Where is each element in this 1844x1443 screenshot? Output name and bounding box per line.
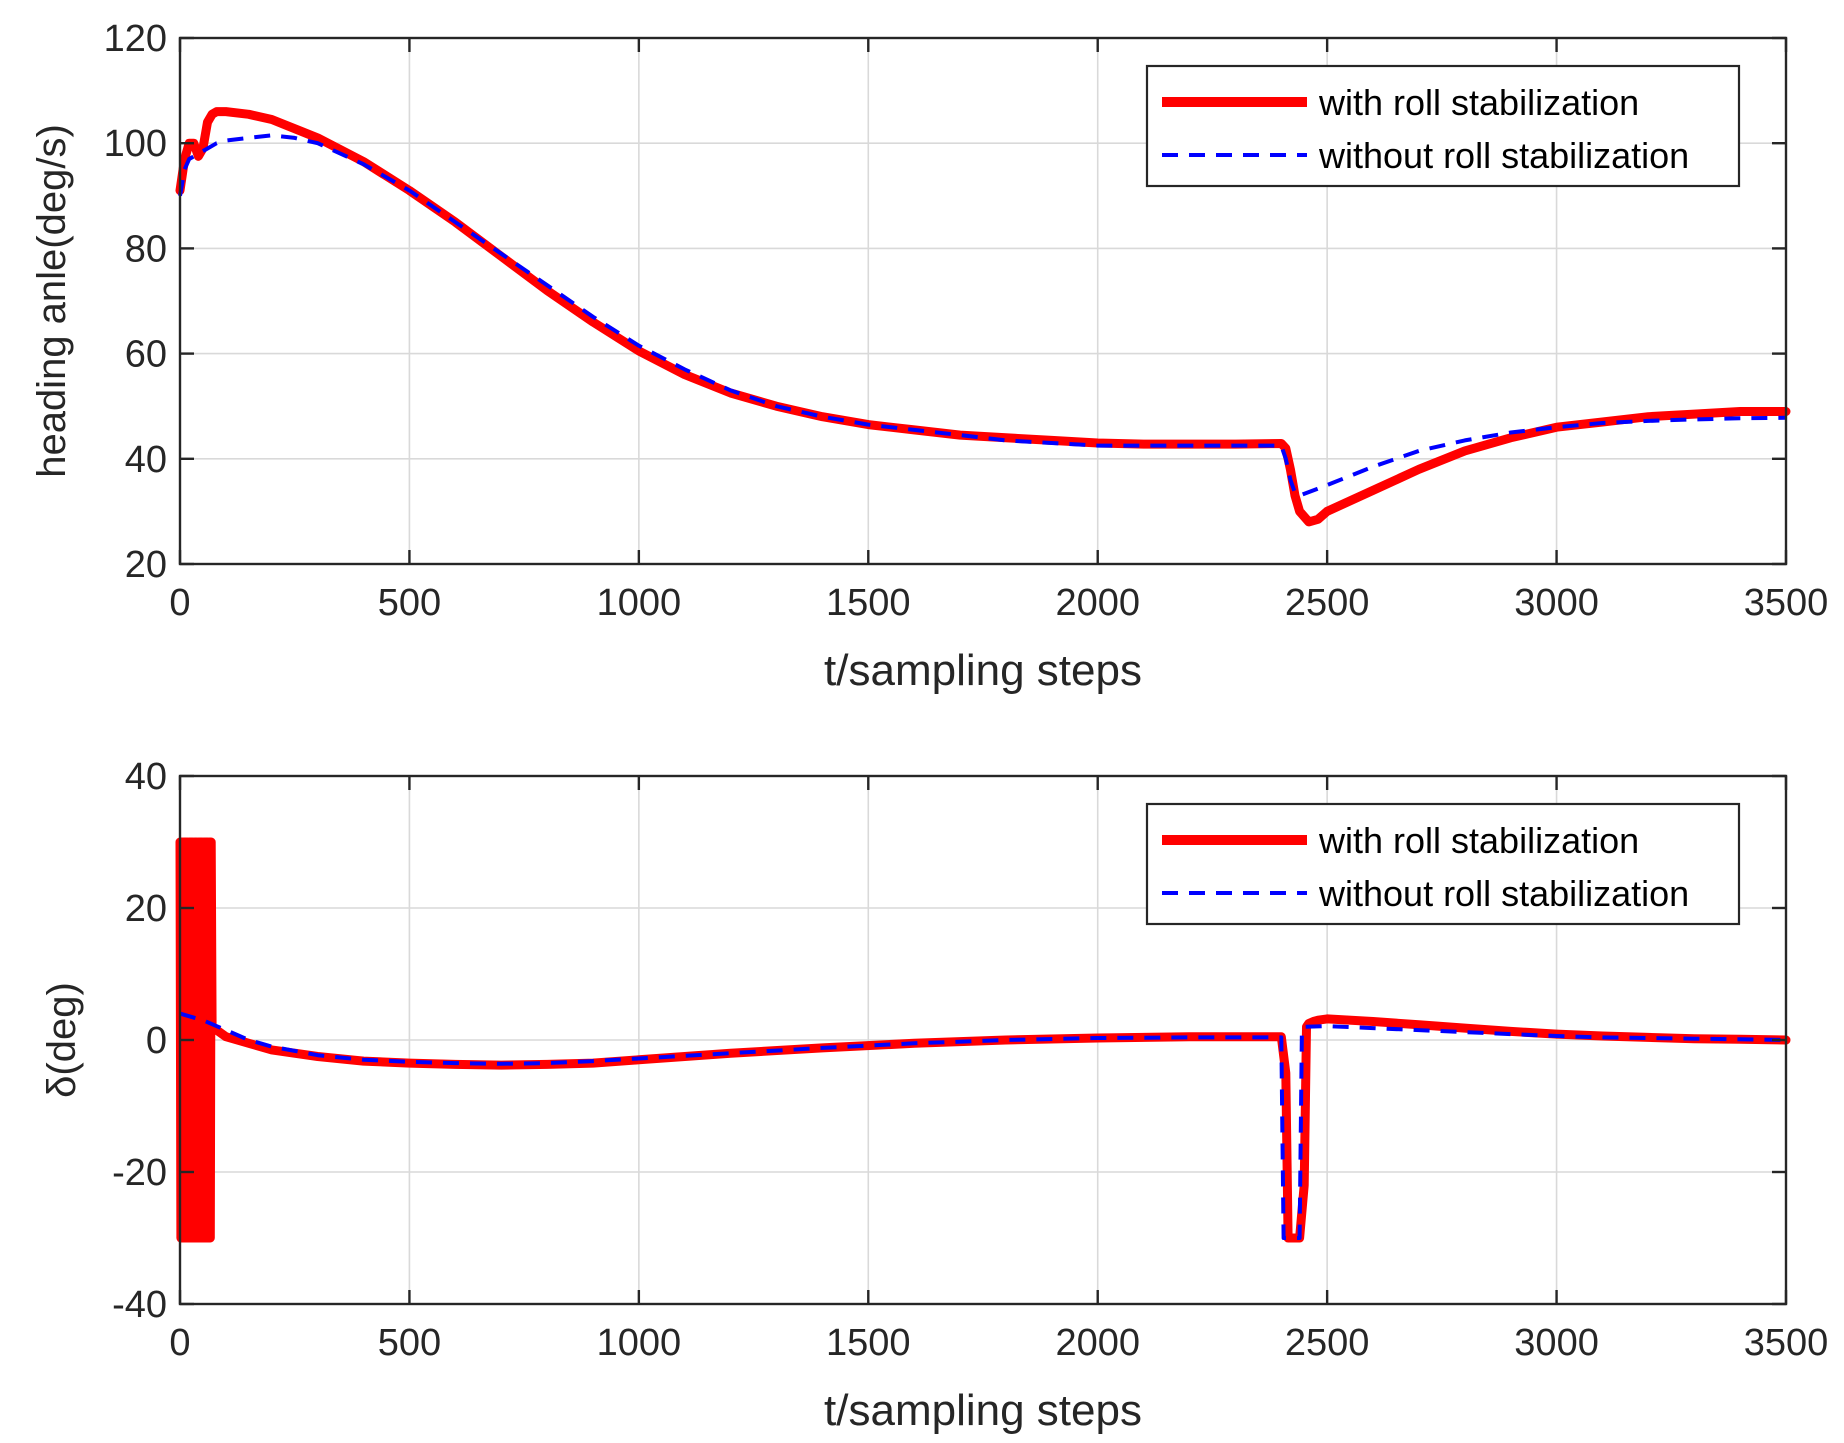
heading-angle-xtick-label: 2000	[1055, 582, 1140, 624]
heading-angle-xlabel: t/sampling steps	[824, 646, 1142, 695]
delta-legend-box	[1145, 802, 1741, 926]
heading-angle-ticks: 0 500 1000 1500 2000 2500 3000 3500 20 40 60 80 100 1…	[104, 18, 1829, 624]
delta-xlabel: t/sampling steps	[824, 1386, 1142, 1435]
heading-angle-ytick-label: 120	[104, 18, 167, 60]
delta-chart: 0 500 1000 1500 2000 2500 3000 3500-40-2002040 …	[40, 756, 1828, 1435]
delta-xtick-label: 1000	[597, 1322, 682, 1364]
heading-angle-xtick-label: 1500	[826, 582, 911, 624]
heading-angle-ytick-label: 40	[125, 439, 167, 481]
heading-angle-ytick-label: 60	[125, 334, 167, 376]
heading-angle-series	[175, 107, 1791, 527]
heading-angle-chart: 0 500 1000 1500 2000 2500 3000 3500 20 40 60 80 100 1…	[30, 18, 1828, 695]
delta-legend: with roll stabilization without roll sta…	[1145, 802, 1741, 926]
heading-angle-series-without-roll-stabilization	[178, 133, 1787, 498]
heading-angle-ylabel: heading anle(deg/s)	[30, 124, 74, 478]
heading-angle-xtick-label: 3000	[1514, 582, 1599, 624]
heading-angle-axes-box	[178, 36, 1788, 566]
heading-angle-legend-box	[1145, 64, 1741, 188]
delta-ytick-label: 20	[125, 888, 167, 930]
delta-xtick-label: 1500	[826, 1322, 911, 1364]
delta-xtick-label: 3500	[1744, 1322, 1829, 1364]
heading-angle-legend-label-with: with roll stabilization	[1318, 82, 1639, 123]
heading-angle-xtick-label: 3500	[1744, 582, 1829, 624]
heading-angle-ytick-label: 80	[125, 228, 167, 270]
heading-angle-xtick-label: 1000	[597, 582, 682, 624]
delta-xtick-label: 2000	[1055, 1322, 1140, 1364]
heading-angle-xtick-label: 2500	[1285, 582, 1370, 624]
heading-angle-legend: with roll stabilization without roll sta…	[1145, 64, 1741, 188]
delta-ytick-label: 0	[146, 1020, 167, 1062]
delta-xtick-label: 500	[378, 1322, 441, 1364]
delta-xtick-label: 0	[169, 1322, 190, 1364]
delta-xtick-label: 3000	[1514, 1322, 1599, 1364]
delta-ytick-label: 40	[125, 756, 167, 798]
heading-angle-xtick-label: 0	[169, 582, 190, 624]
heading-angle-ytick-label: 100	[104, 123, 167, 165]
delta-ylabel: δ(deg)	[40, 982, 84, 1098]
heading-angle-legend-label-without: without roll stabilization	[1318, 135, 1689, 176]
heading-angle-xtick-label: 500	[378, 582, 441, 624]
delta-ytick-label: -20	[112, 1152, 167, 1194]
delta-ytick-label: -40	[112, 1284, 167, 1326]
delta-legend-label-without: without roll stabilization	[1318, 873, 1689, 914]
delta-ticks: 0 500 1000 1500 2000 2500 3000 3500 -40 -20 0 20 40	[112, 756, 1828, 1364]
heading-angle-ytick-label: 20	[125, 544, 167, 586]
delta-xtick-label: 2500	[1285, 1322, 1370, 1364]
delta-legend-label-with: with roll stabilization	[1318, 820, 1639, 861]
